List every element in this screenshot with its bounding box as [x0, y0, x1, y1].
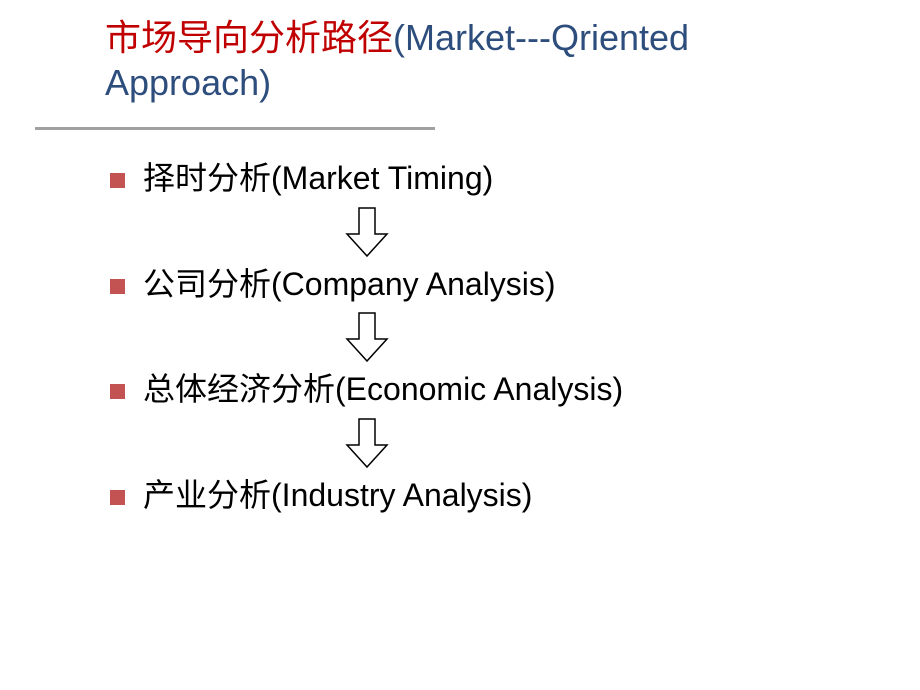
bullet-en: (Company Analysis) — [271, 266, 556, 302]
title-line-1: 市场导向分析路径(Market---Qriented — [105, 15, 875, 60]
bullet-square-icon — [110, 279, 125, 294]
arrow-container — [110, 311, 875, 363]
bullet-cn: 择时分析 — [143, 160, 271, 196]
bullet-cn: 产业分析 — [143, 477, 271, 513]
title-divider — [35, 127, 435, 130]
bullet-text: 公司分析(Company Analysis) — [143, 264, 556, 306]
bullet-en: (Market Timing) — [271, 160, 493, 196]
arrow-container — [110, 206, 875, 258]
bullet-text: 产业分析(Industry Analysis) — [143, 475, 532, 517]
bullet-cn: 总体经济分析 — [143, 371, 335, 407]
bullet-list: 择时分析(Market Timing) 公司分析(Company Analysi… — [45, 158, 875, 516]
bullet-square-icon — [110, 490, 125, 505]
slide-container: 市场导向分析路径(Market---Qriented Approach) 择时分… — [0, 0, 920, 690]
list-item: 公司分析(Company Analysis) — [110, 264, 875, 306]
bullet-text: 总体经济分析(Economic Analysis) — [143, 369, 623, 411]
list-item: 总体经济分析(Economic Analysis) — [110, 369, 875, 411]
title-english-part1: (Market---Qriented — [393, 17, 689, 58]
arrow-down-icon — [345, 417, 389, 469]
list-item: 产业分析(Industry Analysis) — [110, 475, 875, 517]
arrow-down-icon — [345, 206, 389, 258]
bullet-square-icon — [110, 384, 125, 399]
title-chinese: 市场导向分析路径 — [105, 17, 393, 58]
bullet-cn: 公司分析 — [143, 266, 271, 302]
bullet-square-icon — [110, 173, 125, 188]
arrow-container — [110, 417, 875, 469]
bullet-en: (Industry Analysis) — [271, 477, 532, 513]
arrow-down-icon — [345, 311, 389, 363]
bullet-en: (Economic Analysis) — [335, 371, 623, 407]
title-line-2: Approach) — [105, 60, 875, 105]
list-item: 择时分析(Market Timing) — [110, 158, 875, 200]
bullet-text: 择时分析(Market Timing) — [143, 158, 493, 200]
slide-title: 市场导向分析路径(Market---Qriented Approach) — [45, 15, 875, 105]
